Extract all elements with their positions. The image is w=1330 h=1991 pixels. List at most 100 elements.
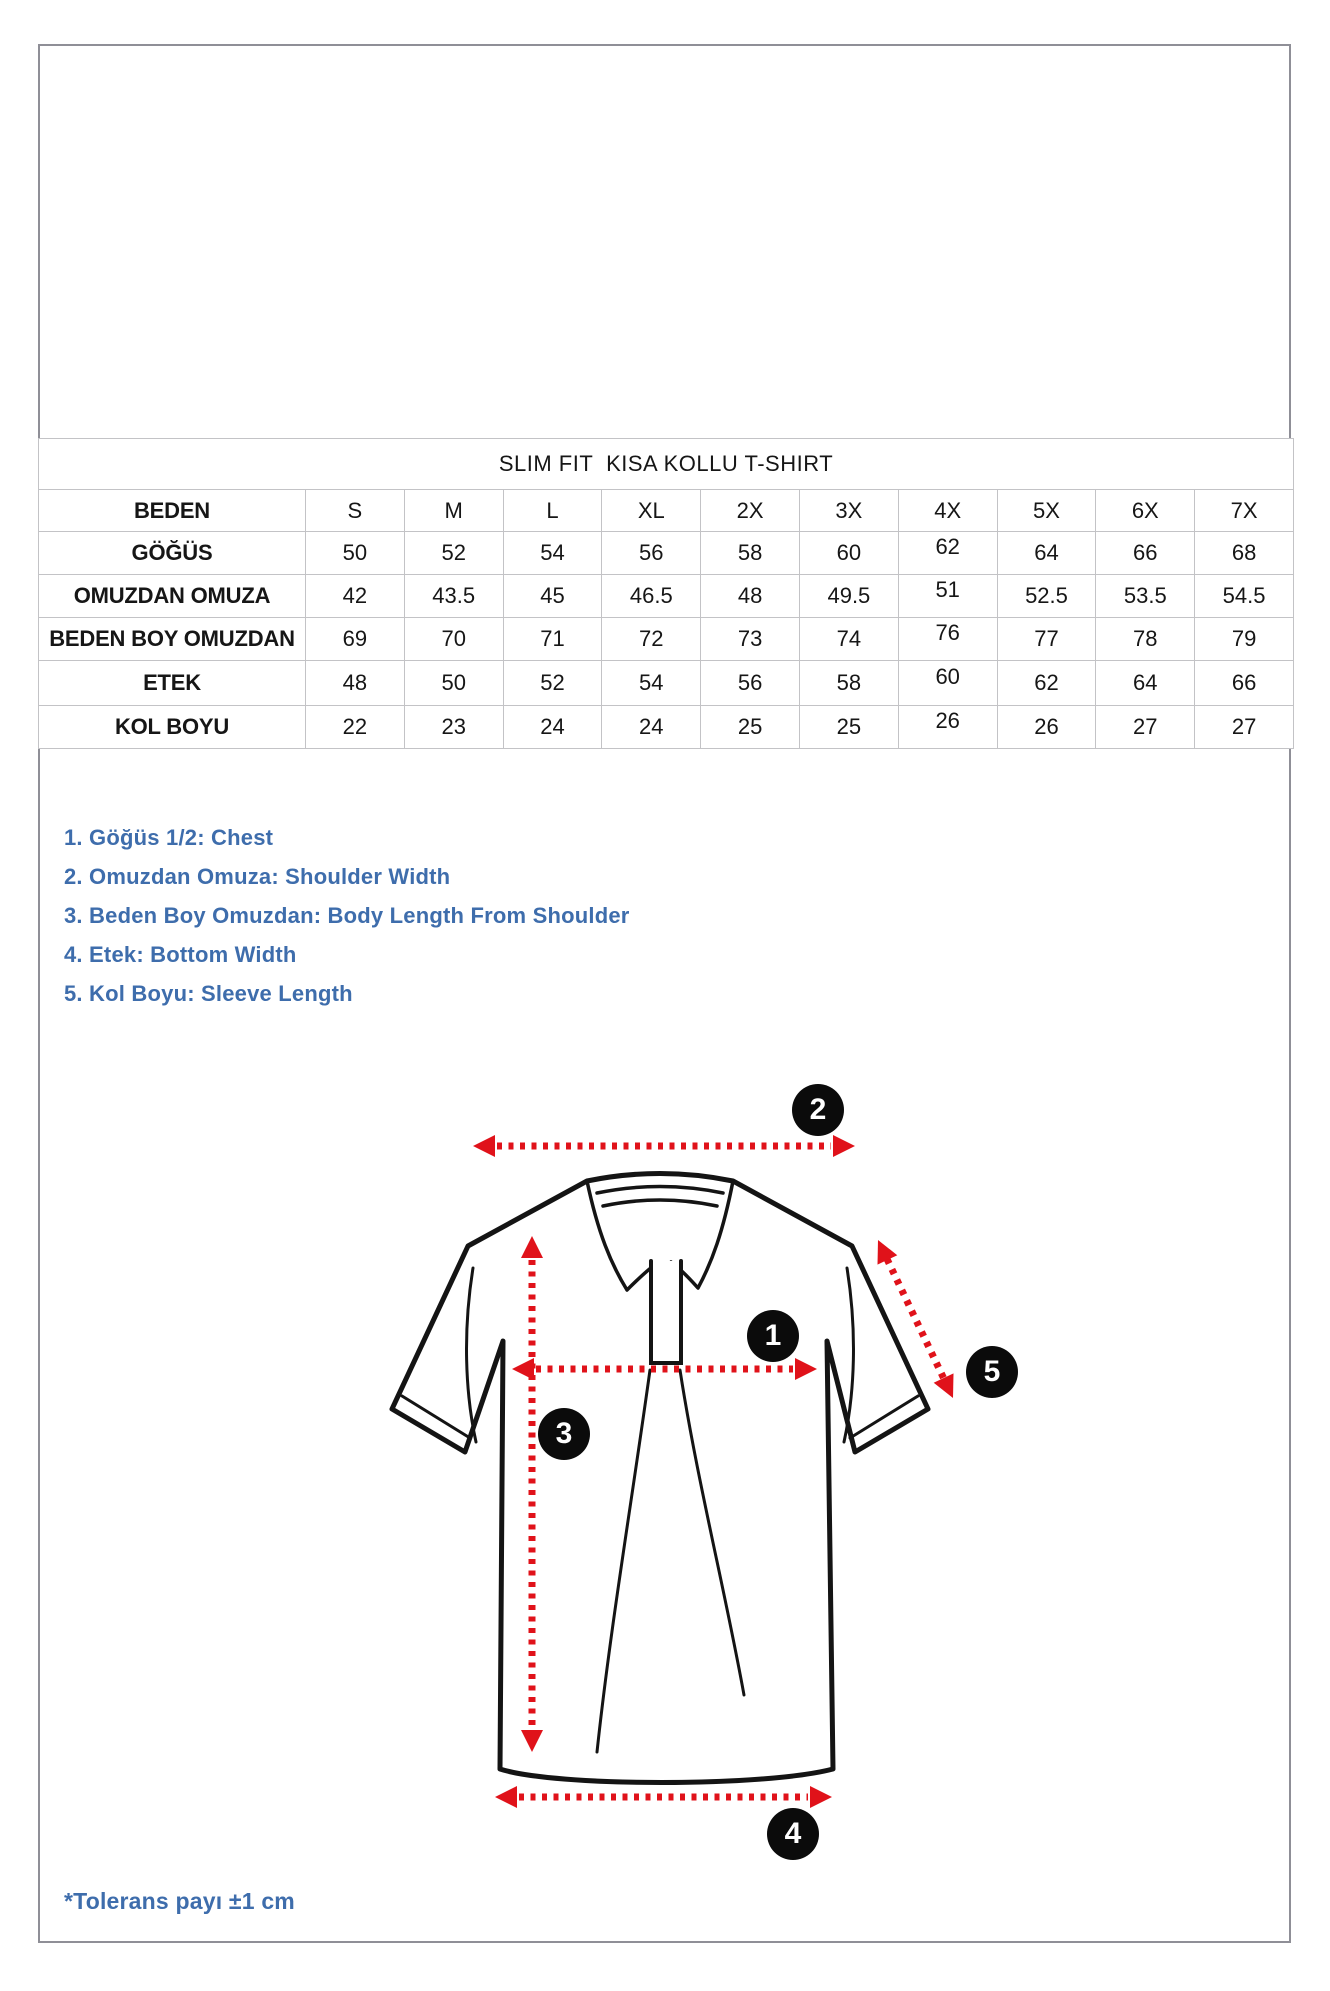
size-chart-table: SLIM FIT KISA KOLLU T-SHIRT BEDEN S M L XL 2X 3… bbox=[38, 438, 1294, 749]
value-text: 52.5 bbox=[1025, 583, 1068, 608]
value-text: 54 bbox=[540, 540, 565, 565]
size-header-cell: 5X bbox=[996, 489, 1097, 532]
value-text: 74 bbox=[836, 626, 862, 651]
row-label: OMUZDAN OMUZA bbox=[38, 574, 306, 618]
measurement-legend: 1. Göğüs 1/2: Chest 2. Omuzdan Omuza: Sho… bbox=[64, 824, 630, 1019]
value-text: 68 bbox=[1231, 540, 1257, 565]
body-length-arrow bbox=[521, 1236, 543, 1752]
page-border-frame bbox=[38, 44, 1291, 1943]
value-text: 25 bbox=[836, 714, 862, 739]
value-cell: 64 bbox=[1095, 660, 1196, 706]
placket bbox=[649, 1259, 683, 1365]
value-text: 46.5 bbox=[629, 583, 673, 608]
value-text: 69 bbox=[342, 626, 368, 651]
value-text: 64 bbox=[1133, 670, 1158, 695]
value-cell: 24 bbox=[601, 705, 702, 749]
value-cell: 54.5 bbox=[1194, 574, 1294, 618]
value-text: 62 bbox=[1034, 670, 1059, 695]
value-cell: 68 bbox=[1194, 531, 1294, 575]
marker-1: 1 bbox=[747, 1310, 799, 1362]
value-text: 52 bbox=[540, 670, 565, 695]
torso-crease-right bbox=[678, 1368, 746, 1697]
value-cell: 25 bbox=[700, 705, 800, 749]
tolerance-footnote: *Tolerans payı ±1 cm bbox=[64, 1888, 295, 1914]
value-cell: 51 bbox=[897, 574, 998, 618]
value-cell: 66 bbox=[1194, 660, 1294, 706]
value-text: 56 bbox=[639, 540, 664, 565]
table-row: BEDEN BOY OMUZDAN 69 70 71 72 73 74 76 77 78 79 bbox=[38, 617, 1294, 661]
size-header-cell: 7X bbox=[1194, 489, 1294, 532]
value-cell: 42 bbox=[305, 574, 405, 618]
value-cell: 64 bbox=[996, 531, 1097, 575]
value-cell: 72 bbox=[601, 617, 702, 661]
value-text: 25 bbox=[737, 714, 763, 739]
value-text: 48 bbox=[737, 583, 763, 608]
value-text: 26 bbox=[1034, 714, 1059, 739]
armhole-right bbox=[842, 1266, 855, 1444]
table-row: ETEK 48 50 52 54 56 58 60 62 64 66 bbox=[38, 660, 1294, 706]
value-text: 70 bbox=[441, 626, 466, 651]
value-cell: 60 bbox=[798, 531, 899, 575]
size-header-cell: 6X bbox=[1095, 489, 1196, 532]
polo-shirt-details bbox=[400, 1179, 920, 1754]
value-text: 60 bbox=[935, 664, 960, 689]
value-cell: 56 bbox=[601, 531, 702, 575]
value-cell: 66 bbox=[1095, 531, 1196, 575]
value-text: 56 bbox=[737, 670, 763, 695]
value-cell: 71 bbox=[502, 617, 603, 661]
marker-5: 5 bbox=[966, 1346, 1018, 1398]
value-text: 64 bbox=[1034, 540, 1059, 565]
value-text: 66 bbox=[1133, 540, 1158, 565]
value-text: 72 bbox=[639, 626, 664, 651]
size-header-cell: XL bbox=[601, 489, 702, 532]
value-cell: 25 bbox=[798, 705, 899, 749]
torso-crease-left bbox=[595, 1368, 652, 1754]
value-cell: 70 bbox=[403, 617, 504, 661]
value-text: 26 bbox=[935, 708, 960, 733]
value-text: 52 bbox=[441, 540, 466, 565]
legend-item: 2. Omuzdan Omuza: Shoulder Width bbox=[64, 864, 451, 889]
value-text: 54 bbox=[639, 670, 664, 695]
size-header-cell: 4X bbox=[897, 489, 998, 532]
value-text: 50 bbox=[342, 540, 368, 565]
size-chart-body: SLIM FIT KISA KOLLU T-SHIRT BEDEN S M L XL 2X 3… bbox=[38, 438, 1294, 749]
legend-item: 5. Kol Boyu: Sleeve Length bbox=[64, 981, 353, 1006]
sleeve-hem-right bbox=[848, 1394, 920, 1440]
value-text: 77 bbox=[1034, 626, 1059, 651]
value-text: 62 bbox=[935, 534, 960, 559]
value-text: 60 bbox=[836, 540, 862, 565]
value-text: 23 bbox=[441, 714, 466, 739]
shoulder-width-arrow bbox=[473, 1135, 855, 1157]
row-label: BEDEN BOY OMUZDAN bbox=[38, 617, 306, 661]
value-text: 71 bbox=[540, 626, 565, 651]
value-cell: 46.5 bbox=[601, 574, 702, 618]
value-text: 45 bbox=[540, 583, 565, 608]
value-text: 43.5 bbox=[432, 583, 476, 608]
legend-item: 4. Etek: Bottom Width bbox=[64, 942, 297, 967]
legend-item: 1. Göğüs 1/2: Chest bbox=[64, 825, 274, 850]
bottom-width-arrow bbox=[495, 1786, 832, 1808]
marker-3: 3 bbox=[538, 1408, 590, 1460]
size-header-cell: 2X bbox=[700, 489, 800, 532]
marker-4: 4 bbox=[767, 1808, 819, 1860]
value-cell: 27 bbox=[1194, 705, 1294, 749]
value-cell: 62 bbox=[996, 660, 1097, 706]
value-text: 58 bbox=[836, 670, 862, 695]
table-row: KOL BOYU 22 23 24 24 25 25 26 26 27 27 bbox=[38, 705, 1294, 749]
value-cell: 24 bbox=[502, 705, 603, 749]
value-cell: 48 bbox=[305, 660, 405, 706]
value-text: 50 bbox=[441, 670, 466, 695]
value-cell: 76 bbox=[897, 617, 998, 661]
value-text: 58 bbox=[737, 540, 763, 565]
value-text: 27 bbox=[1231, 714, 1257, 739]
armhole-left bbox=[465, 1266, 478, 1444]
legend-item: 3. Beden Boy Omuzdan: Body Length From S… bbox=[64, 903, 630, 928]
value-text: 24 bbox=[639, 714, 664, 739]
value-text: 76 bbox=[935, 620, 960, 645]
value-text: 51 bbox=[935, 577, 960, 602]
value-cell: 23 bbox=[403, 705, 504, 749]
value-cell: 50 bbox=[403, 660, 504, 706]
row-label: KOL BOYU bbox=[38, 705, 306, 749]
size-header-cell: S bbox=[305, 489, 405, 532]
